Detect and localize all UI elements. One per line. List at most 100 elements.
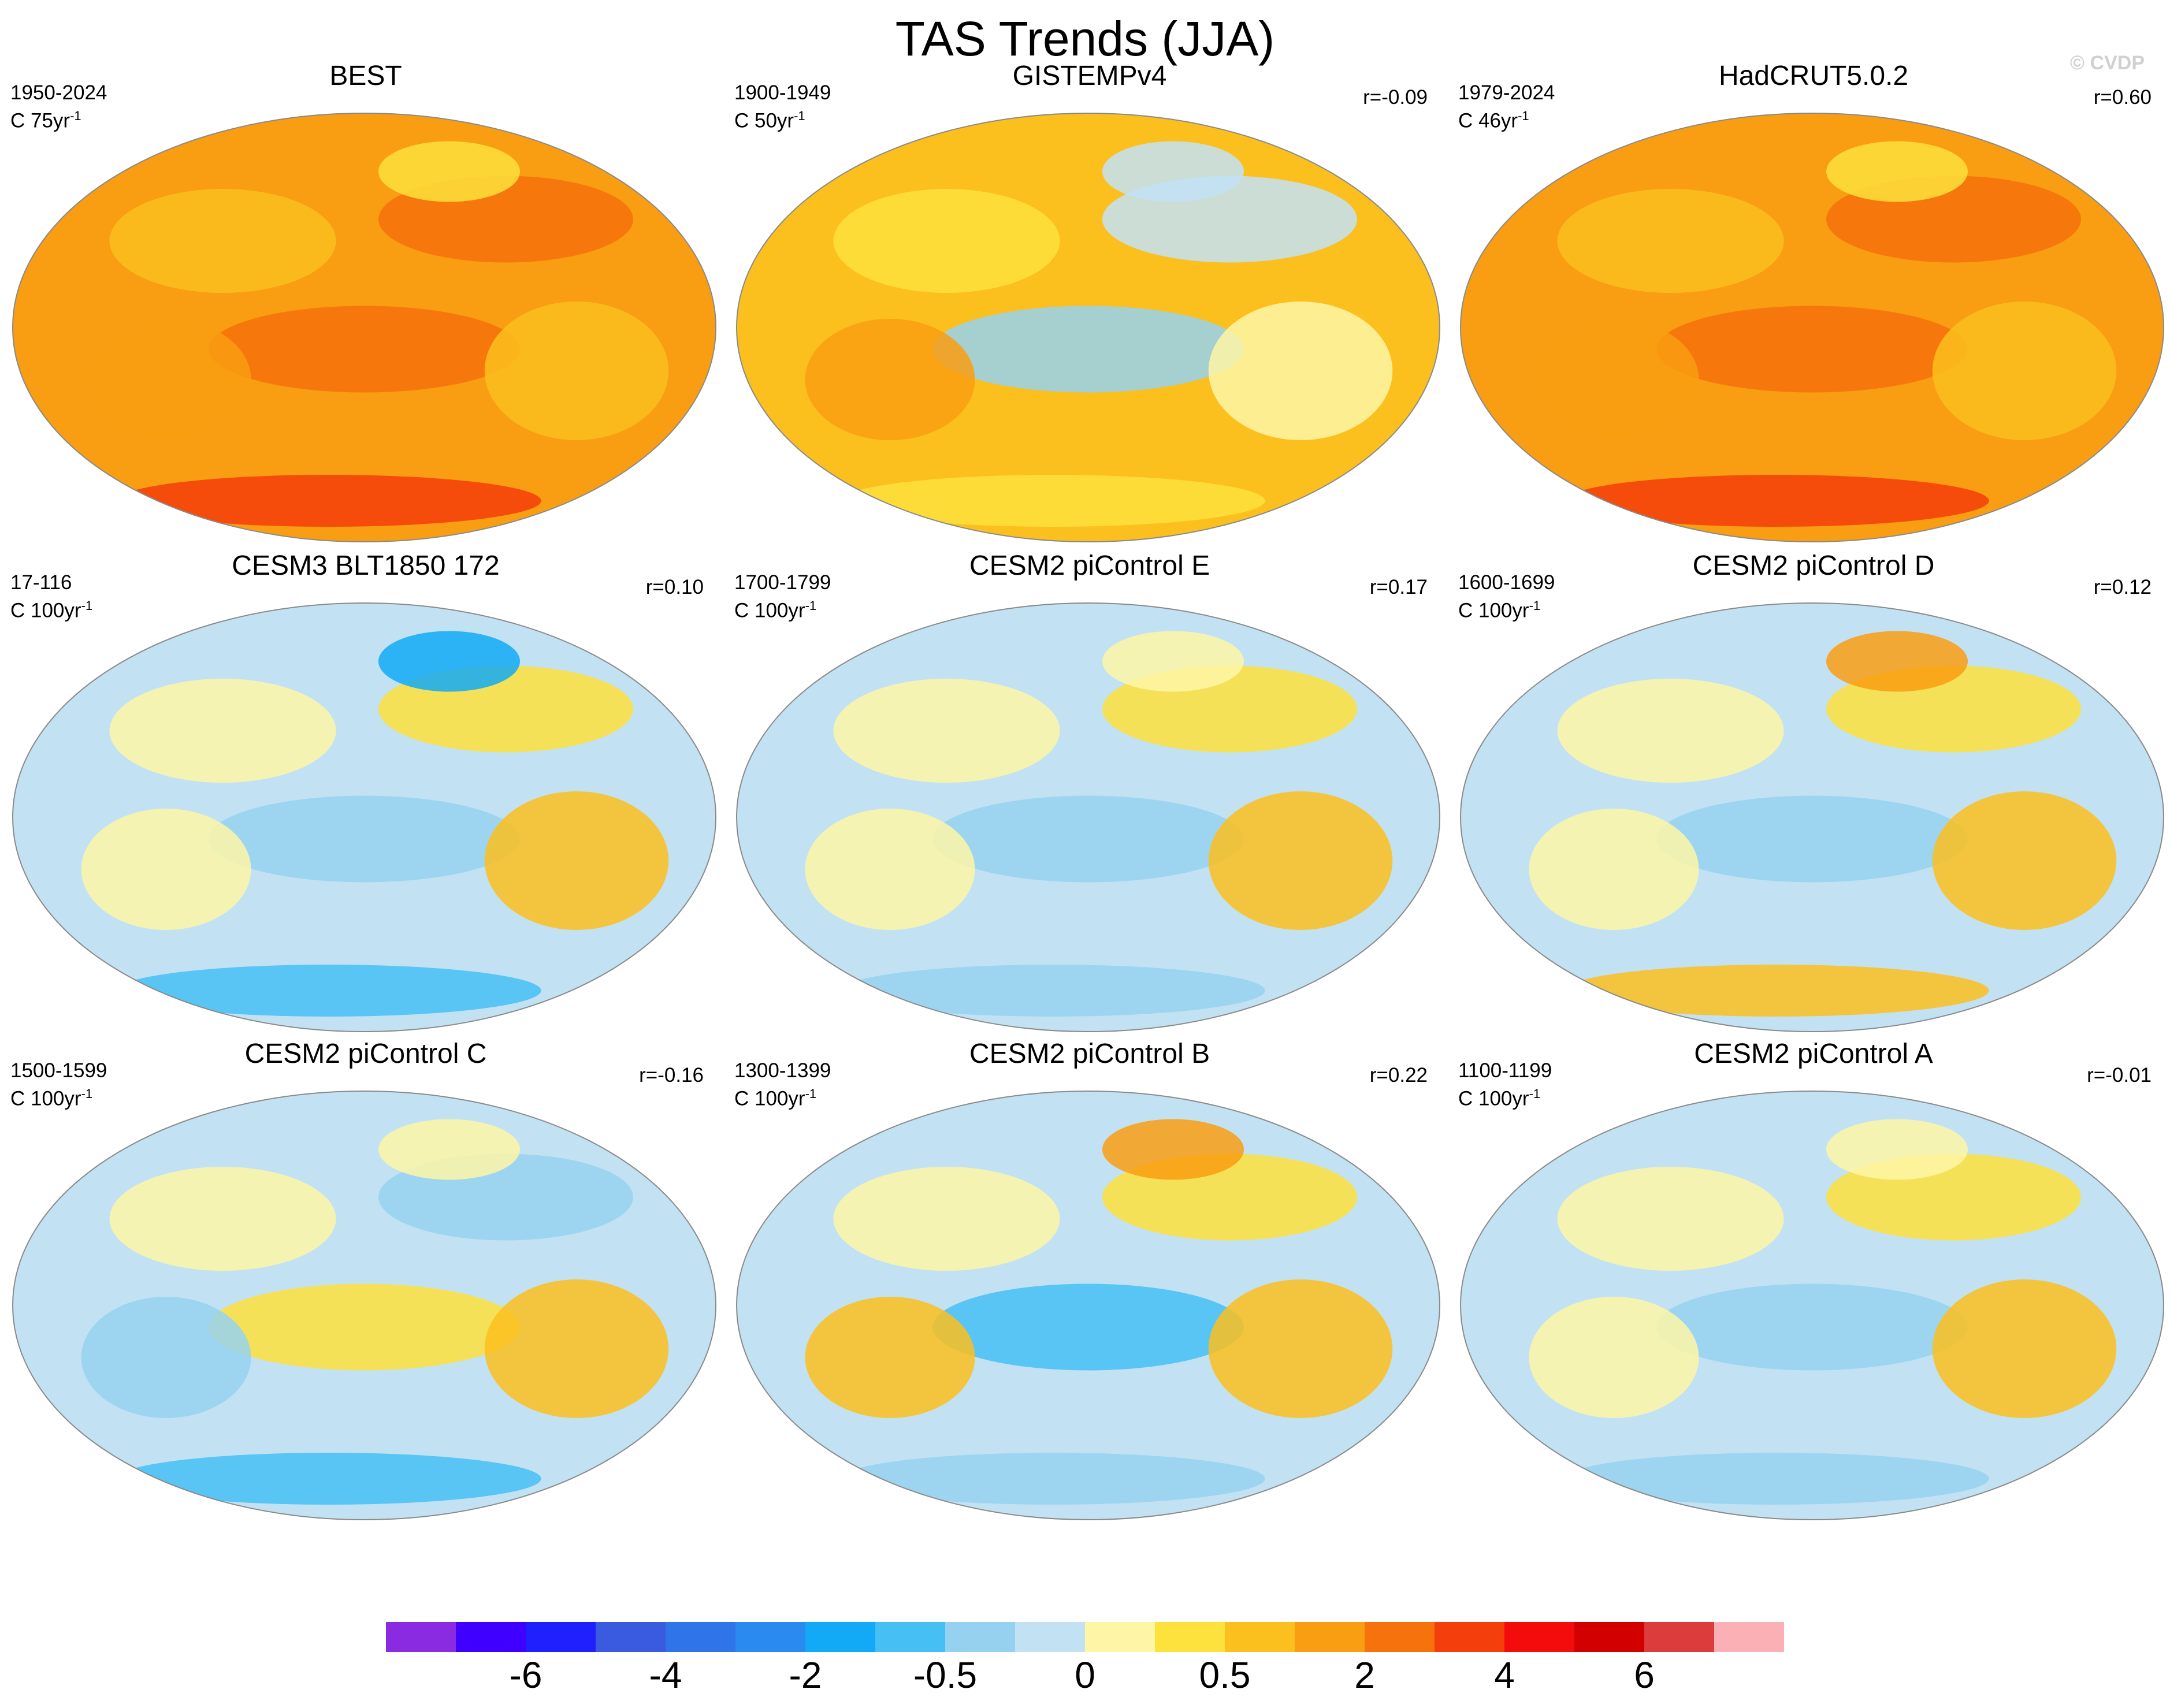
panel-units-exponent: -1 [1518,109,1529,123]
watermark-label: © CVDP [2070,52,2145,74]
colorbar-swatch [875,1622,946,1652]
map-trend-region [1932,791,2117,930]
panel-units-text: C 75yr [10,109,70,132]
colorbar-swatch [805,1622,876,1652]
map-boundary [1460,113,2164,542]
panel-title: CESM2 piControl E [969,550,1210,581]
map-trend-region [1102,1119,1244,1180]
colorbar-swatch [1435,1622,1505,1652]
map-trend-region [1557,1167,1784,1271]
map-panel: CESM2 piControl C 1500-1599 C 100yr-1 r=-0.… [10,1036,721,1520]
map-trend-region [116,965,541,1017]
colorbar-swatch [1365,1622,1435,1652]
map-panel: CESM3 BLT1850 172 17-116 C 100yr-1 r=0.10 [10,548,721,1032]
map-trend-region [1932,302,2117,440]
colorbar-swatch [1085,1622,1155,1652]
panel-correlation: r=0.60 [2093,86,2152,109]
panel-title: CESM2 piControl B [969,1039,1210,1069]
panel-units-exponent: -1 [1529,598,1541,613]
map-trend-region [932,795,1244,883]
map-trend-region [1557,679,1784,783]
trend-map [736,113,1440,542]
map-trend-region [116,1453,541,1505]
colorbar-swatch [596,1622,666,1652]
panel-units: C 100yr-1 [10,594,92,623]
panel-units: C 100yr-1 [1458,594,1540,623]
panel-correlation: r=-0.16 [639,1064,704,1086]
panel-units-text: C 100yr [10,1087,81,1110]
map-trend-region [932,1283,1244,1371]
map-trend-region [805,319,975,440]
map-trend-region [1208,791,1393,930]
map-trend-region [1208,1279,1393,1418]
map-trend-region [109,189,336,293]
map-trend-region [833,189,1060,293]
map-trend-region [840,1453,1265,1505]
colorbar-tick-label: -6 [509,1654,542,1696]
panel-period: 1900-1949 [734,81,831,104]
panel-title: CESM3 BLT1850 172 [232,550,500,581]
panel-units-text: C 100yr [1458,599,1529,622]
panel-correlation: r=0.12 [2093,576,2152,598]
map-boundary [736,113,1440,542]
panel-units-exponent: -1 [81,598,93,613]
trend-map [1460,602,2164,1032]
panel-units-text: C 100yr [10,599,81,622]
panel-units-text: C 100yr [734,599,805,622]
map-panel: CESM2 piControl A 1100-1199 C 100yr-1 r=-0.… [1458,1036,2169,1520]
map-trend-region [109,679,336,783]
map-trend-region [805,809,975,930]
panel-units: C 100yr-1 [10,1082,92,1111]
map-trend-region [81,1297,251,1418]
map-trend-region [833,1167,1060,1271]
map-trend-region [1529,1297,1699,1418]
map-trend-region [1656,1283,1968,1371]
colorbar-swatch [1225,1622,1295,1652]
map-trend-region [833,679,1060,783]
colorbar-tick-label: 0 [1075,1654,1095,1696]
map-panel: BEST 1950-2024 C 75yr-1 [10,58,721,542]
map-boundary [736,602,1440,1032]
colorbar-swatch [1015,1622,1086,1652]
trend-map [1460,1091,2164,1520]
map-trend-region [209,1283,520,1371]
panel-title: CESM2 piControl D [1692,550,1935,581]
map-boundary [12,602,716,1032]
colorbar-swatch [735,1622,806,1652]
panel-correlation: r=-0.01 [2087,1064,2152,1086]
map-trend-region [1102,631,1244,692]
map-trend-region [484,302,669,440]
map-trend-region [1932,1279,2117,1418]
panel-units-exponent: -1 [794,109,805,123]
map-trend-region [378,141,520,202]
map-boundary [12,113,716,542]
trend-map [12,1091,716,1520]
map-panel: CESM2 piControl E 1700-1799 C 100yr-1 r=0.1… [734,548,1445,1032]
map-trend-region [81,809,251,930]
map-panel: CESM2 piControl B 1300-1399 C 100yr-1 r=0.2… [734,1036,1445,1520]
panel-correlation: r=0.17 [1369,576,1428,598]
colorbar-swatch [666,1622,736,1652]
map-trend-region [1564,965,1989,1017]
panel-period: 1500-1599 [10,1059,107,1082]
colorbar-swatch [456,1622,526,1652]
figure-title: TAS Trends (JJA) [895,12,1275,66]
panel-units-exponent: -1 [805,1086,817,1101]
colorbar-tick-label: -0.5 [913,1654,978,1696]
map-trend-region [1529,319,1699,440]
map-trend-region [209,795,520,883]
panel-title: GISTEMPv4 [1012,61,1167,91]
colorbar [386,1622,1784,1652]
map-trend-region [484,791,669,930]
colorbar-swatch [1644,1622,1715,1652]
panel-units: C 100yr-1 [1458,1082,1540,1111]
map-trend-region [378,1119,520,1180]
colorbar-tick-label: 2 [1354,1654,1375,1696]
panel-period: 1950-2024 [10,81,107,104]
map-panel: CESM2 piControl D 1600-1699 C 100yr-1 r=0.1… [1458,548,2169,1032]
panel-correlation: r=0.22 [1369,1064,1428,1086]
trend-map [12,113,716,542]
panel-period: 17-116 [10,571,72,594]
map-trend-region [1564,1453,1989,1505]
map-trend-region [209,306,520,393]
